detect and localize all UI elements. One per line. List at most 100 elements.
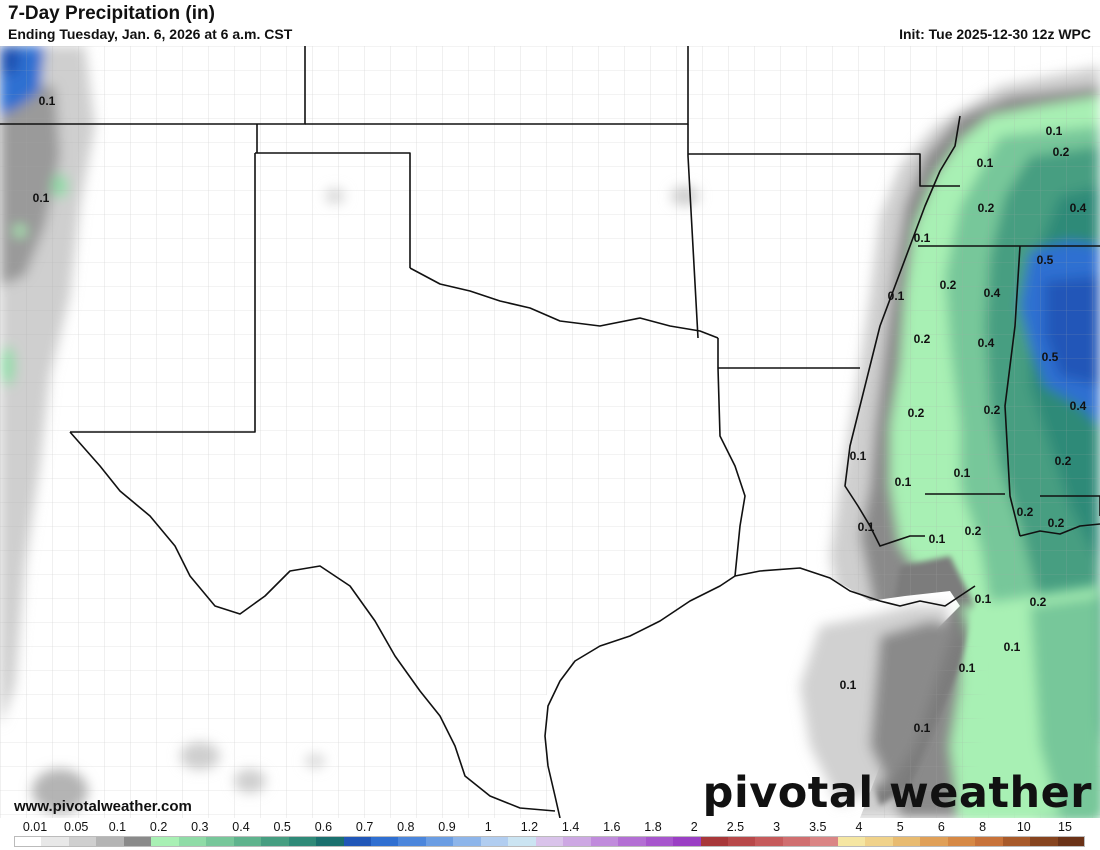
precip-value-label: 0.2 bbox=[1017, 505, 1034, 519]
legend-tick-label: 5 bbox=[896, 820, 904, 834]
legend-border bbox=[14, 836, 1085, 847]
legend-tick-label: 2 bbox=[690, 820, 698, 834]
precip-value-label: 0.1 bbox=[888, 289, 905, 303]
map-canvas: 0.1 0.1 0.1 0.2 0.1 0.2 0.4 0.1 0.5 0.2 0.4 0.1 0.2 0… bbox=[0, 46, 1100, 819]
legend-swatch bbox=[700, 836, 729, 847]
legend-tick-label: 8 bbox=[979, 820, 987, 834]
precip-value-label: 0.5 bbox=[1037, 253, 1054, 267]
legend-swatch bbox=[1030, 836, 1059, 847]
legend-swatch bbox=[920, 836, 949, 847]
legend-tick-label: 0.9 bbox=[438, 820, 456, 834]
legend-tick-label: 4 bbox=[855, 820, 863, 834]
legend-swatch bbox=[645, 836, 674, 847]
legend-tick-label: 1.8 bbox=[644, 820, 662, 834]
legend-swatch bbox=[261, 836, 290, 847]
legend-swatch bbox=[1002, 836, 1031, 847]
legend-swatch bbox=[343, 836, 372, 847]
legend-swatch bbox=[68, 836, 97, 847]
precip-value-label: 0.1 bbox=[914, 231, 931, 245]
precip-value-label: 0.2 bbox=[914, 332, 931, 346]
legend-swatch bbox=[892, 836, 921, 847]
precip-value-label: 0.4 bbox=[1070, 399, 1087, 413]
legend-swatch bbox=[782, 836, 811, 847]
legend-swatch bbox=[728, 836, 756, 847]
precip-value-label: 0.2 bbox=[1030, 595, 1047, 609]
legend-swatch bbox=[233, 836, 262, 847]
precip-value-label: 0.2 bbox=[1055, 454, 1072, 468]
legend-tick-label: 0.2 bbox=[149, 820, 168, 834]
legend-swatch bbox=[425, 836, 454, 847]
legend-swatch bbox=[14, 836, 42, 847]
precip-value-label: 0.4 bbox=[984, 286, 1001, 300]
legend-swatch bbox=[96, 836, 125, 847]
precip-value-label: 0.2 bbox=[940, 278, 957, 292]
legend-swatch bbox=[810, 836, 839, 847]
valid-time-subtitle: Ending Tuesday, Jan. 6, 2026 at 6 a.m. C… bbox=[8, 26, 293, 42]
precip-value-label: 0.2 bbox=[908, 406, 925, 420]
legend-tick-label: 6 bbox=[937, 820, 945, 834]
legend-swatch bbox=[206, 836, 235, 847]
legend-swatch bbox=[508, 836, 537, 847]
precip-value-label: 0.1 bbox=[954, 466, 971, 480]
precip-value-label: 0.1 bbox=[975, 592, 992, 606]
legend-swatch bbox=[41, 836, 70, 847]
init-time-label: Init: Tue 2025-12-30 12z WPC bbox=[899, 26, 1091, 42]
brand-text: pivotal weather bbox=[702, 768, 1092, 818]
gulf-precip-overlay bbox=[800, 586, 1100, 818]
legend-tick-label: 0.1 bbox=[108, 820, 127, 834]
legend-swatch bbox=[837, 836, 866, 847]
legend-swatch bbox=[398, 836, 427, 847]
precip-value-label: 0.2 bbox=[1048, 516, 1065, 530]
legend-swatch bbox=[563, 836, 592, 847]
map-title: 7-Day Precipitation (in) bbox=[8, 3, 215, 24]
legend-tick-label: 1.4 bbox=[561, 820, 580, 834]
legend-swatch bbox=[151, 836, 180, 847]
legend-swatch bbox=[453, 836, 482, 847]
legend-swatch bbox=[1057, 836, 1086, 847]
legend-swatch bbox=[178, 836, 207, 847]
legend-swatch bbox=[755, 836, 784, 847]
precip-value-label: 0.2 bbox=[1053, 145, 1070, 159]
header: 7-Day Precipitation (in) Ending Tuesday,… bbox=[0, 0, 1100, 46]
precip-value-label: 0.1 bbox=[895, 475, 912, 489]
legend-swatch bbox=[288, 836, 317, 847]
legend-tick-label: 0.5 bbox=[273, 820, 291, 834]
legend-swatch bbox=[535, 836, 564, 847]
precip-value-label: 0.1 bbox=[858, 520, 875, 534]
precip-value-label: 0.1 bbox=[929, 532, 946, 546]
precip-value-label: 0.1 bbox=[1046, 124, 1063, 138]
precip-value-label: 0.2 bbox=[978, 201, 995, 215]
legend-swatch bbox=[865, 836, 894, 847]
legend-tick-label: 10 bbox=[1016, 820, 1031, 834]
legend-tick-label: 1.6 bbox=[603, 820, 621, 834]
precip-value-labels: 0.1 0.1 0.1 0.2 0.1 0.2 0.4 0.1 0.5 0.2 0.4 0.1 0.2 0… bbox=[33, 94, 1087, 735]
legend-swatch bbox=[316, 836, 345, 847]
precip-value-label: 0.2 bbox=[965, 524, 982, 538]
legend-tick-label: 0.05 bbox=[64, 820, 89, 834]
legend-tick-label: 0.3 bbox=[191, 820, 209, 834]
legend-tick-label: 3 bbox=[773, 820, 781, 834]
legend-swatch bbox=[480, 836, 509, 847]
legend-swatch bbox=[590, 836, 619, 847]
legend-tick-label: 1.2 bbox=[520, 820, 539, 834]
legend-tick-label: 0.8 bbox=[397, 820, 415, 834]
legend-swatch bbox=[371, 836, 399, 847]
legend-tick-label: 3.5 bbox=[809, 820, 827, 834]
website-url: www.pivotalweather.com bbox=[14, 798, 192, 815]
precip-value-label: 0.1 bbox=[33, 191, 50, 205]
precipitation-map: 0.1 0.1 0.1 0.2 0.1 0.2 0.4 0.1 0.5 0.2 0.4 0.1 0.2 0… bbox=[0, 46, 1100, 819]
legend-tick-label: 1 bbox=[484, 820, 492, 834]
precip-value-label: 0.2 bbox=[984, 403, 1001, 417]
legend-tick-label: 0.7 bbox=[355, 820, 374, 834]
precip-value-label: 0.1 bbox=[977, 156, 994, 170]
precip-value-label: 0.5 bbox=[1042, 350, 1059, 364]
legend-tick-label: 15 bbox=[1058, 820, 1072, 834]
precip-value-label: 0.1 bbox=[959, 661, 976, 675]
legend-tick-label: 2.5 bbox=[726, 820, 745, 834]
precip-value-label: 0.1 bbox=[914, 721, 931, 735]
legend-tick-label: 0.4 bbox=[232, 820, 250, 834]
precip-value-label: 0.4 bbox=[1070, 201, 1087, 215]
legend-swatch bbox=[618, 836, 647, 847]
legend-swatch bbox=[123, 836, 152, 847]
state-borders bbox=[0, 46, 1100, 819]
